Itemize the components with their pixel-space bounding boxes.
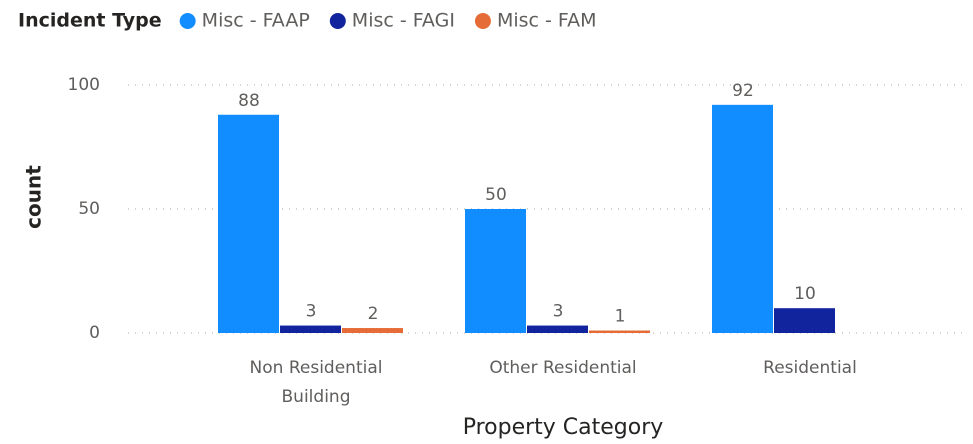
legend-marker: [474, 13, 491, 29]
legend-marker: [329, 13, 346, 29]
bar: [589, 330, 650, 333]
legend-label: Misc - FAGI: [352, 10, 455, 32]
bar: [342, 328, 403, 333]
bar: [465, 209, 526, 333]
data-label: 50: [485, 185, 507, 205]
x-tick-label: Other Residential: [489, 358, 637, 378]
y-tick-label: 50: [78, 199, 100, 219]
legend-label: Misc - FAM: [497, 10, 597, 32]
bar: [712, 104, 773, 333]
bar: [280, 325, 341, 333]
legend-label: Misc - FAAP: [202, 10, 310, 32]
x-axis-title: Property Category: [463, 415, 664, 440]
legend-marker: [179, 13, 196, 29]
data-label: 3: [306, 302, 317, 322]
x-tick-label: Residential: [763, 358, 857, 378]
bar: [218, 114, 279, 333]
bar: [774, 308, 835, 333]
y-tick-label: 100: [68, 75, 100, 95]
legend-title: Incident Type: [18, 10, 162, 32]
y-axis-title: count: [22, 165, 46, 229]
data-label: 2: [368, 304, 379, 324]
data-label: 3: [553, 302, 564, 322]
bar: [527, 325, 588, 333]
data-label: 1: [615, 307, 626, 327]
y-tick-label: 0: [89, 323, 100, 343]
data-label: 88: [238, 91, 260, 111]
x-tick-label: Non Residential Building: [249, 358, 383, 407]
data-label: 92: [732, 81, 754, 101]
data-label: 10: [794, 284, 816, 304]
